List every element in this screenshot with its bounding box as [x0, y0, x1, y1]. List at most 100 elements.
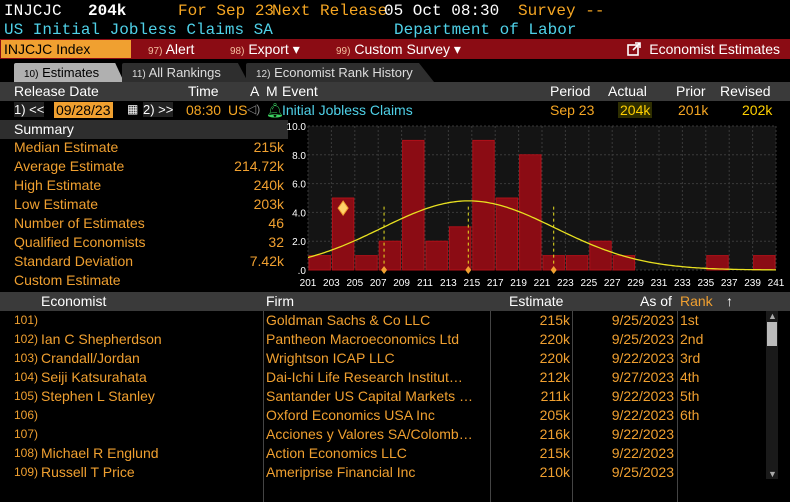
- revised-header[interactable]: Revised: [720, 83, 771, 99]
- table-row[interactable]: 104) Seiji Katsurahata Dai-Ichi Life Resea…: [0, 368, 766, 387]
- summary-value: 214.72k: [234, 158, 284, 174]
- a-header[interactable]: A: [250, 83, 260, 99]
- scroll-down-icon[interactable]: ▼: [768, 469, 777, 479]
- histogram-bar: [425, 240, 448, 271]
- tab-economist-rank-history[interactable]: 12) Economist Rank History: [246, 63, 434, 82]
- economist-estimates-button[interactable]: Economist Estimates: [627, 40, 780, 58]
- y-tick-label: .0: [298, 266, 307, 277]
- tab-estimates-num: 10): [24, 69, 39, 80]
- rank-column-header[interactable]: Rank: [680, 293, 713, 309]
- estimate-column-header[interactable]: Estimate: [509, 293, 564, 309]
- row-index: 103): [14, 351, 39, 365]
- summary-value: 32: [268, 234, 284, 250]
- table-header: Economist Firm Estimate As of Rank ↑: [0, 292, 790, 311]
- summary-row-qualified: Qualified Economists 32: [14, 234, 286, 253]
- histogram-bar: [308, 255, 331, 271]
- table-row[interactable]: 106) Oxford Economics USA Inc 205k 9/22/202…: [0, 406, 766, 425]
- x-tick-label: 201: [300, 278, 317, 289]
- as-of-date: 9/22/2023: [611, 426, 674, 442]
- table-row[interactable]: 108) Michael R Englund Action Economics LL…: [0, 444, 766, 463]
- economist-estimates-label: Economist Estimates: [649, 41, 780, 57]
- release-event[interactable]: Initial Jobless Claims: [282, 102, 413, 118]
- bell-icon[interactable]: 🔔︎: [266, 102, 284, 118]
- x-tick-label: 231: [651, 278, 668, 289]
- x-tick-label: 223: [557, 278, 574, 289]
- release-time: 08:30: [186, 102, 222, 118]
- estimate-value: 215k: [539, 312, 570, 328]
- x-tick-label: 237: [721, 278, 738, 289]
- row-index: 102): [14, 332, 39, 346]
- table-row[interactable]: 103) Crandall/Jordan Wrightson ICAP LLC 220…: [0, 349, 766, 368]
- sort-arrow-icon[interactable]: ↑: [726, 293, 733, 309]
- release-row: 1) << 09/28/23 ▦ 2) >> 08:30 US ◁) 🔔︎ In…: [0, 101, 790, 120]
- summary-title: Summary: [0, 120, 288, 139]
- estimate-value: 220k: [539, 331, 570, 347]
- index-tag[interactable]: INJCJC Index: [1, 40, 131, 58]
- histogram-bar: [402, 139, 425, 271]
- y-tick-label: 8.0: [292, 151, 306, 162]
- column-divider: [572, 311, 573, 502]
- table-scrollbar[interactable]: ▲ ▼: [766, 311, 778, 479]
- table-row[interactable]: 102) Ian C Shepherdson Pantheon Macroecono…: [0, 330, 766, 349]
- custom-survey-menu[interactable]: 99) Custom Survey ▾: [336, 40, 461, 58]
- m-header[interactable]: M: [266, 83, 278, 99]
- alert-menu-label: Alert: [165, 41, 195, 57]
- firm-name: Wrightson ICAP LLC: [266, 350, 395, 366]
- scroll-up-icon[interactable]: ▲: [768, 311, 777, 321]
- export-menu[interactable]: 98) Export ▾: [230, 40, 300, 58]
- table-row[interactable]: 107) Acciones y Valores SA/Colomb… 216k 9/2…: [0, 425, 766, 444]
- period-header[interactable]: Period: [550, 83, 591, 99]
- estimate-value: 215k: [539, 445, 570, 461]
- tab-all-rankings[interactable]: 11) All Rankings: [122, 63, 248, 82]
- as-of-date: 9/25/2023: [611, 331, 674, 347]
- time-header[interactable]: Time: [188, 83, 219, 99]
- firm-column-header[interactable]: Firm: [266, 293, 294, 309]
- histogram-bar: [519, 154, 542, 271]
- as-of-date: 9/22/2023: [611, 350, 674, 366]
- alert-menu[interactable]: 97) Alert: [148, 40, 194, 58]
- table-row[interactable]: 109) Russell T Price Ameriprise Financial …: [0, 463, 766, 482]
- release-revised: 202k: [742, 102, 773, 118]
- economist-name: Michael R Englund: [41, 445, 159, 461]
- histogram-bar: [378, 240, 402, 271]
- speaker-icon[interactable]: ◁): [247, 102, 261, 116]
- summary-row-custom[interactable]: Custom Estimate: [14, 272, 286, 291]
- firm-name: Dai-Ichi Life Research Institut…: [266, 369, 463, 385]
- summary-row-stddev: Standard Deviation 7.42k: [14, 253, 286, 272]
- as-of-column-header[interactable]: As of: [640, 293, 672, 309]
- actual-diamond-marker: [337, 200, 349, 216]
- row-index: 105): [14, 389, 39, 403]
- next-release-button[interactable]: 2) >>: [143, 102, 174, 117]
- x-tick-label: 227: [604, 278, 621, 289]
- summary-label: Qualified Economists: [14, 234, 146, 250]
- event-header[interactable]: Event: [282, 83, 318, 99]
- release-prior: 201k: [678, 102, 709, 118]
- histogram-bar: [472, 139, 495, 271]
- calendar-icon[interactable]: ▦: [127, 102, 139, 116]
- summary-row-high: High Estimate 240k: [14, 177, 286, 196]
- release-date-header[interactable]: Release Date: [14, 83, 99, 99]
- current-value: 204k: [88, 2, 127, 20]
- table-row[interactable]: 101) Goldman Sachs & Co LLC 215k 9/25/2023 1…: [0, 311, 766, 330]
- release-date-field[interactable]: 09/28/23: [54, 102, 113, 118]
- prior-header[interactable]: Prior: [676, 83, 706, 99]
- summary-value: 240k: [253, 177, 284, 193]
- summary-row-count: Number of Estimates 46: [14, 215, 286, 234]
- economist-column-header[interactable]: Economist: [41, 293, 107, 309]
- tab-all-rankings-num: 11): [132, 69, 146, 80]
- header-row-1: INJCJC 204k For Sep 23 Next Release 05 O…: [0, 0, 790, 22]
- x-tick-label: 221: [534, 278, 551, 289]
- summary-label: Standard Deviation: [14, 253, 134, 269]
- x-tick-label: 225: [580, 278, 597, 289]
- alert-menu-num: 97): [148, 46, 163, 57]
- tab-estimates-label: Estimates: [42, 65, 100, 80]
- prev-release-button[interactable]: 1) <<: [14, 102, 45, 117]
- x-tick-label: 239: [744, 278, 761, 289]
- export-menu-label: Export ▾: [248, 41, 300, 57]
- tab-estimates[interactable]: 10) Estimates: [14, 63, 124, 82]
- x-tick-label: 233: [674, 278, 691, 289]
- scrollbar-thumb[interactable]: [767, 322, 777, 346]
- economist-name: Seiji Katsurahata: [41, 369, 147, 385]
- actual-header[interactable]: Actual: [608, 83, 647, 99]
- table-row[interactable]: 105) Stephen L Stanley Santander US Capita…: [0, 387, 766, 406]
